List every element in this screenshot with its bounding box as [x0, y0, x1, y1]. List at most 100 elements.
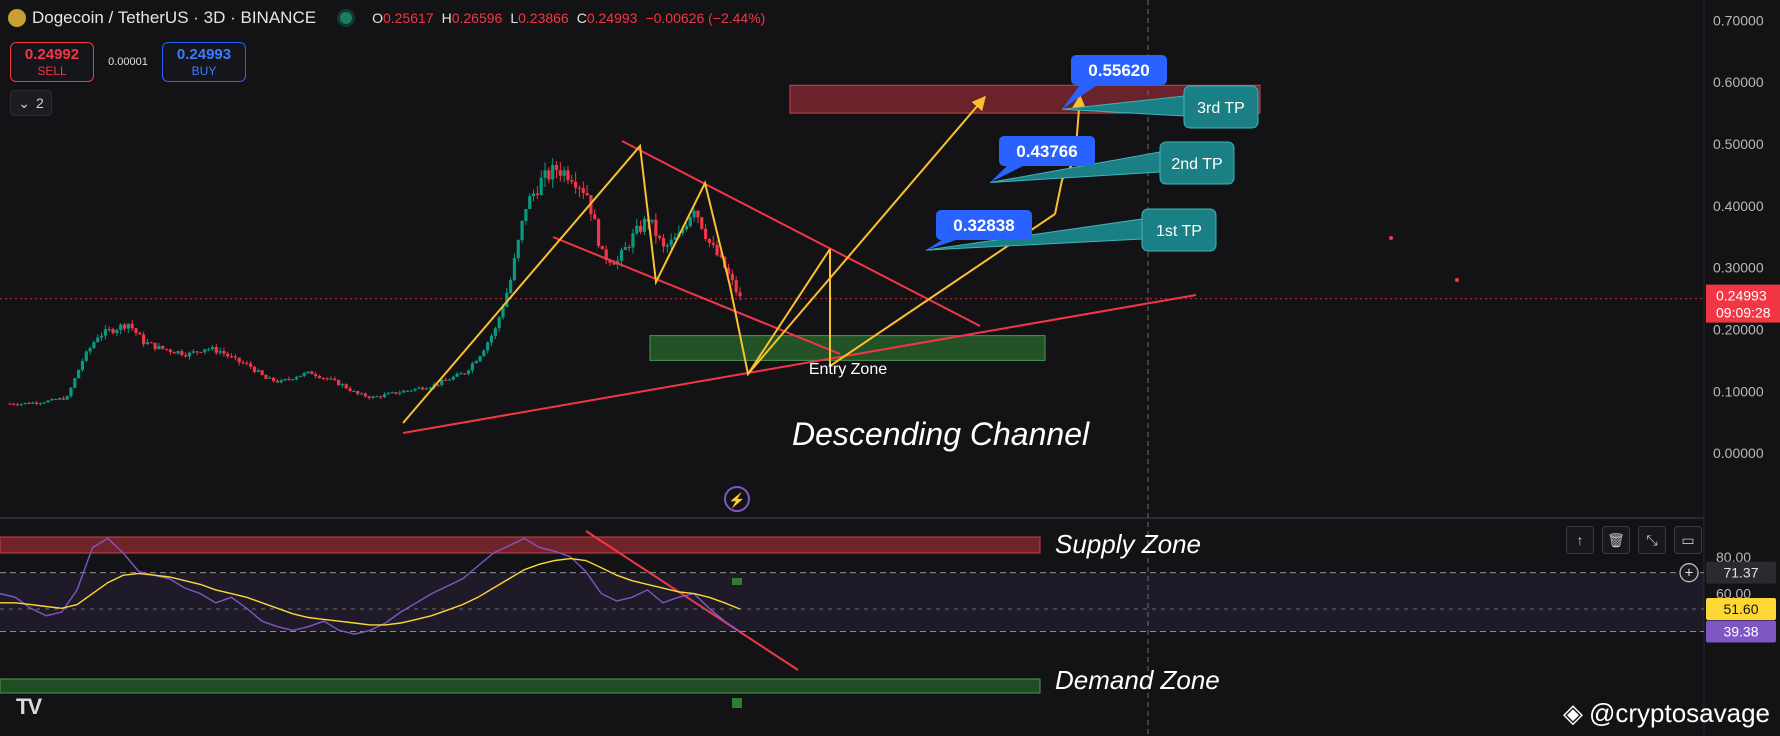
tp3-price-label-box [1071, 55, 1167, 85]
candle [96, 337, 100, 343]
candle [436, 384, 440, 386]
candle [111, 329, 115, 333]
price-tick-label: 0.00000 [1713, 445, 1764, 461]
candle [210, 347, 215, 350]
rsi-value-text: 51.60 [1723, 601, 1758, 617]
rsi-trendline [585, 530, 799, 671]
price-tick-label: 0.30000 [1713, 260, 1764, 276]
candle [738, 292, 742, 297]
candle [654, 219, 658, 237]
candle [409, 390, 413, 392]
indicators-toggle[interactable]: ⌄ 2 [10, 90, 52, 116]
candle [466, 370, 471, 374]
projection-arrow [747, 95, 986, 375]
candle [245, 363, 249, 365]
candle [333, 378, 337, 381]
candle [180, 351, 184, 355]
candle [478, 356, 482, 362]
candle [356, 390, 360, 395]
candle [379, 396, 383, 398]
flash-icon-glyph: ⚡ [728, 492, 745, 509]
candle [272, 377, 276, 381]
support-trendline [402, 294, 1197, 434]
candle [371, 396, 375, 398]
candle [730, 273, 734, 281]
candle [46, 400, 50, 403]
candle [325, 378, 329, 380]
candle [482, 350, 486, 357]
symbol-title[interactable]: Dogecoin / TetherUS · 3D · BINANCE [32, 8, 317, 27]
candle [596, 219, 601, 246]
candle [237, 357, 241, 363]
candle [157, 345, 161, 350]
ohlc-item: C0.24993 [577, 10, 638, 26]
ohlc-key: O [372, 10, 383, 26]
ohlc-item: −0.00626 (−2.44%) [645, 10, 765, 26]
rsi-value-badge [1706, 620, 1776, 643]
candle [398, 392, 402, 394]
candle [222, 351, 226, 354]
ohlc-item: H0.26596 [442, 10, 503, 26]
candle [681, 229, 685, 233]
candle [554, 164, 559, 171]
candle [352, 390, 356, 392]
descending-channel-label: Descending Channel [792, 416, 1090, 452]
ohlc-key: H [441, 10, 452, 26]
indicators-count: 2 [35, 95, 44, 111]
sell-label: SELL [37, 64, 67, 78]
candle [497, 317, 501, 329]
ohlc-value: 0.24993 [586, 10, 638, 26]
candle [463, 373, 467, 375]
candle [604, 249, 608, 261]
candle [363, 393, 367, 397]
candle [703, 228, 708, 239]
dogecoin-icon [8, 9, 26, 27]
maximize-icon[interactable]: ▭ [1674, 526, 1702, 554]
rsi-value-text: 39.38 [1723, 624, 1758, 640]
candle [535, 193, 539, 195]
channel-upper-line [621, 140, 981, 327]
entry-zone-label: Entry Zone [809, 361, 887, 378]
candle [635, 225, 639, 234]
candle [734, 280, 738, 293]
add-plus-glyph: + [1685, 565, 1694, 582]
tp2-label-box [1159, 141, 1235, 185]
candle [80, 360, 85, 370]
candle [161, 345, 165, 349]
candle [329, 378, 333, 380]
candle [142, 334, 146, 345]
market-status-icon [340, 12, 353, 24]
rsi-band [0, 572, 1704, 632]
candle [306, 371, 310, 374]
buy-label: BUY [191, 64, 217, 78]
candle [501, 306, 505, 318]
tp3-price-label-pointer [1062, 81, 1103, 110]
candle [509, 280, 513, 293]
candle [562, 170, 566, 176]
candle [207, 349, 211, 351]
candle [581, 188, 585, 193]
collapse-icon[interactable]: ⤡ [1638, 526, 1666, 554]
buy-button[interactable]: 0.24993 BUY [162, 42, 246, 82]
candle [321, 378, 325, 380]
candle [61, 398, 65, 400]
candle [696, 210, 700, 218]
move-up-icon[interactable]: ↑ [1566, 526, 1594, 554]
candle [474, 361, 478, 364]
candle [298, 375, 302, 377]
candle [711, 242, 715, 245]
candle [547, 170, 551, 180]
candle [279, 380, 283, 383]
buy-price: 0.24993 [176, 46, 232, 63]
candle [658, 236, 662, 239]
rsi-tick-label: 60.00 [1716, 586, 1751, 602]
candle [256, 370, 260, 372]
candle [249, 363, 253, 367]
candle [203, 349, 207, 353]
candle [413, 388, 417, 391]
current-price-text: 0.24993 [1716, 288, 1767, 304]
sell-button[interactable]: 0.24992 SELL [10, 42, 94, 82]
trash-icon[interactable]: 🗑 [1602, 526, 1630, 554]
candle [401, 390, 406, 393]
candle [688, 217, 692, 227]
